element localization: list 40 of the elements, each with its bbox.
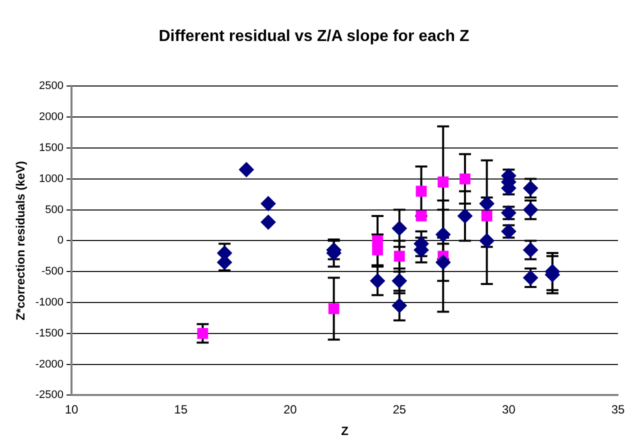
x-tick-label: 15: [174, 402, 188, 417]
point: [436, 227, 451, 242]
x-tick-label: 30: [502, 402, 516, 417]
y-tick-label: 2500: [39, 80, 64, 92]
point: [438, 176, 449, 188]
x-tick-label: 10: [64, 402, 79, 417]
y-tick-label: 2000: [39, 111, 64, 124]
point: [372, 244, 384, 256]
point: [392, 220, 407, 236]
y-tick-label: -2000: [35, 358, 64, 370]
x-tick-label: 35: [611, 402, 625, 417]
y-tick-label: -500: [42, 266, 64, 278]
point: [328, 303, 340, 314]
point: [392, 298, 407, 314]
point: [481, 210, 492, 222]
point: [238, 162, 254, 178]
point: [416, 210, 427, 222]
y-tick-label: 1500: [39, 142, 64, 154]
point: [394, 250, 405, 262]
point: [260, 196, 276, 212]
y-tick-label: 1000: [39, 172, 64, 185]
point: [479, 196, 494, 212]
point: [260, 214, 276, 230]
point: [457, 208, 472, 224]
x-axis-title: Z: [341, 424, 348, 438]
y-tick-label: 0: [57, 234, 64, 247]
y-axis-title: Z*correction residuals (keV): [14, 161, 28, 320]
y-tick-label: -1000: [35, 296, 64, 309]
point: [436, 254, 451, 270]
chart-title: Different residual vs Z/A slope for each Z: [158, 28, 470, 46]
point: [370, 273, 386, 288]
x-tick-label: 20: [283, 402, 298, 417]
point: [392, 273, 407, 288]
point: [479, 233, 494, 248]
x-tick-label: 25: [392, 402, 406, 417]
y-tick-label: -1500: [35, 327, 64, 340]
point: [416, 186, 427, 197]
y-tick-label: 500: [45, 204, 64, 216]
point: [460, 173, 470, 184]
y-tick-label: -2500: [35, 389, 64, 402]
